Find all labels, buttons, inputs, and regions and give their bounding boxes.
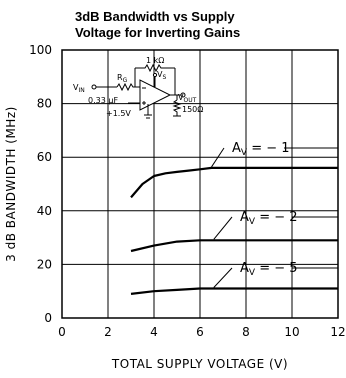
y-tick-label: 0 (44, 311, 52, 325)
x-tick-label: 8 (242, 325, 250, 339)
svg-text:+1.5V: +1.5V (106, 109, 131, 118)
x-axis-label: TOTAL SUPPLY VOLTAGE (V) (111, 357, 288, 371)
plot-frame (61, 49, 339, 319)
x-tick-label: 12 (330, 325, 345, 339)
x-tick-label: 10 (284, 325, 299, 339)
y-tick-label: 60 (37, 150, 52, 164)
x-tick-label: 4 (150, 325, 158, 339)
y-tick-label: 40 (37, 204, 52, 218)
svg-text:RG: RG (117, 73, 128, 84)
series-label: AV = − 5 (240, 261, 298, 278)
y-tick-label: 80 (37, 97, 52, 111)
chart-title-line1: 3dB Bandwidth vs Supply (75, 9, 235, 24)
tick-labels: 0 2 4 6 8 10 12 0 20 40 60 80 100 (29, 43, 346, 339)
svg-text:150Ω: 150Ω (182, 105, 203, 114)
series-leader-line (211, 147, 225, 168)
svg-text:0.33 μF: 0.33 μF (88, 96, 118, 105)
x-tick-label: 2 (104, 325, 112, 339)
svg-text:VOUT: VOUT (178, 93, 197, 104)
series-label: AV = − 2 (240, 210, 298, 227)
series-line (130, 239, 338, 253)
y-tick-label: 20 (37, 257, 52, 271)
y-axis-label: 3 dB BANDWIDTH (MHz) (4, 106, 18, 262)
svg-text:1 kΩ: 1 kΩ (146, 56, 164, 65)
x-tick-label: 6 (196, 325, 204, 339)
svg-text:VIN: VIN (73, 83, 85, 94)
circuit-labels: VIN RG 1 kΩ 0.33 μF VS +1.5V VOUT 150Ω (73, 56, 203, 118)
series-line (130, 166, 338, 199)
series-leader-line (213, 216, 233, 240)
x-tick-label: 0 (58, 325, 66, 339)
series-label: AV = − 1 (232, 141, 290, 158)
series-group: AV = − 1 AV = − 2 AV = − 5 (130, 141, 338, 295)
circuit-inset (91, 63, 186, 119)
chart-title-line2: Voltage for Inverting Gains (75, 25, 240, 40)
series-line (130, 287, 338, 295)
grid (61, 49, 339, 319)
y-tick-label: 100 (29, 43, 52, 57)
svg-text:VS: VS (157, 70, 166, 81)
series-leader-line (213, 267, 233, 288)
